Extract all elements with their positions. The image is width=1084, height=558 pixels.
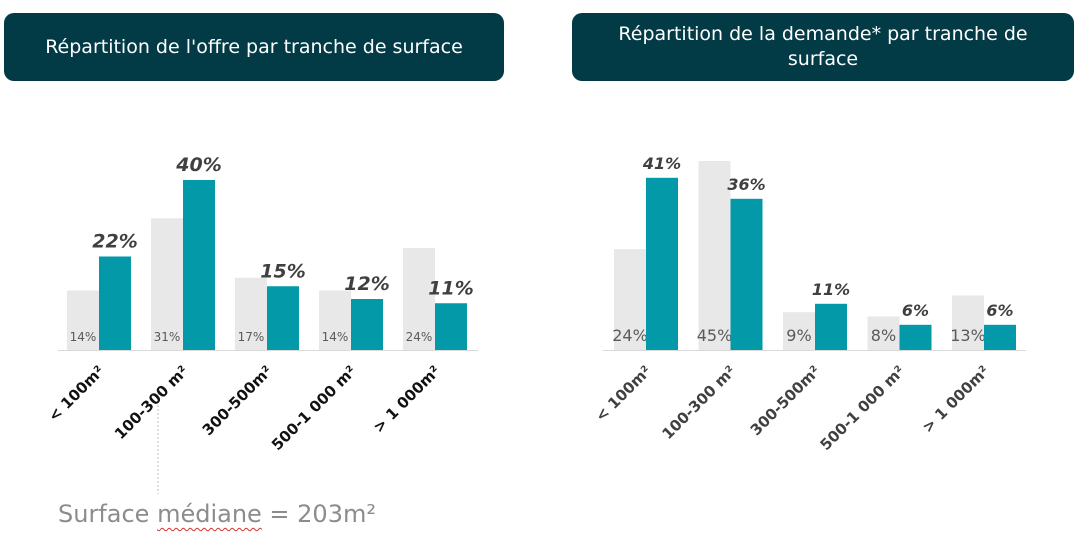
main-bar-0-0 [99, 256, 131, 350]
offer-chart-title: Répartition de l'offre par tranche de su… [4, 13, 504, 81]
main-value-label-1-1: 36% [727, 175, 765, 194]
reference-value-label-0-2: 17% [238, 330, 265, 344]
main-bar-0-3 [351, 299, 383, 350]
median-note-suffix: = 203m² [261, 500, 376, 528]
reference-bar-0-3 [319, 290, 351, 350]
median-surface-note: Surface médiane = 203m² [58, 500, 376, 528]
category-label-1-2: 300-500m² [747, 362, 824, 439]
main-value-label-0-2: 15% [260, 260, 305, 282]
reference-bar-1-3 [867, 316, 900, 350]
reference-value-label-0-1: 31% [154, 330, 181, 344]
reference-value-label-1-1: 45% [697, 326, 733, 345]
main-value-label-0-1: 40% [175, 154, 221, 176]
reference-bar-0-0 [67, 290, 99, 350]
reference-bar-0-4 [403, 248, 435, 350]
main-value-label-1-0: 41% [642, 154, 681, 173]
reference-bar-1-1 [698, 161, 731, 350]
median-note-prefix: Surface [58, 500, 158, 528]
reference-bar-1-0 [614, 249, 646, 350]
main-bar-0-2 [267, 286, 299, 350]
category-label-1-3: 500-1 000 m² [816, 362, 908, 454]
category-label-0-3: 500-1 000 m² [268, 362, 360, 454]
category-label-0-0: < 100m² [45, 362, 108, 425]
reference-bar-0-2 [235, 277, 267, 350]
main-bar-0-1 [183, 180, 215, 350]
main-value-label-0-3: 12% [344, 273, 389, 295]
reference-value-label-1-2: 9% [786, 326, 811, 345]
median-note-word: médiane [157, 500, 262, 528]
reference-bar-1-4 [952, 295, 984, 350]
category-label-0-1: 100-300 m² [111, 362, 192, 443]
main-bar-0-4 [435, 303, 467, 350]
category-label-0-2: 300-500m² [199, 362, 276, 439]
reference-value-label-1-3: 8% [871, 326, 896, 345]
main-value-label-1-3: 6% [902, 301, 929, 320]
reference-value-label-1-4: 13% [950, 326, 986, 345]
reference-bar-1-2 [783, 312, 815, 350]
main-value-label-1-2: 11% [812, 280, 850, 299]
main-bar-1-3 [899, 324, 932, 350]
category-label-1-0: < 100m² [592, 362, 655, 425]
main-value-label-0-4: 11% [428, 277, 473, 299]
reference-value-label-0-4: 24% [406, 330, 433, 344]
reference-value-label-0-0: 14% [70, 330, 97, 344]
category-label-1-1: 100-300 m² [659, 362, 740, 443]
category-label-1-4: > 1 000m² [919, 362, 993, 436]
demand-chart-title: Répartition de la demande* par tranche d… [572, 13, 1074, 81]
reference-bar-0-1 [151, 218, 183, 350]
category-label-0-4: > 1 000m² [370, 362, 444, 436]
main-value-label-0-0: 22% [92, 231, 137, 253]
main-bar-1-2 [815, 303, 847, 350]
reference-value-label-1-0: 24% [612, 326, 648, 345]
reference-value-label-0-3: 14% [322, 330, 349, 344]
main-bar-1-4 [984, 324, 1016, 350]
main-value-label-1-4: 6% [986, 301, 1013, 320]
main-bar-1-1 [730, 198, 763, 350]
main-bar-1-0 [646, 177, 678, 350]
